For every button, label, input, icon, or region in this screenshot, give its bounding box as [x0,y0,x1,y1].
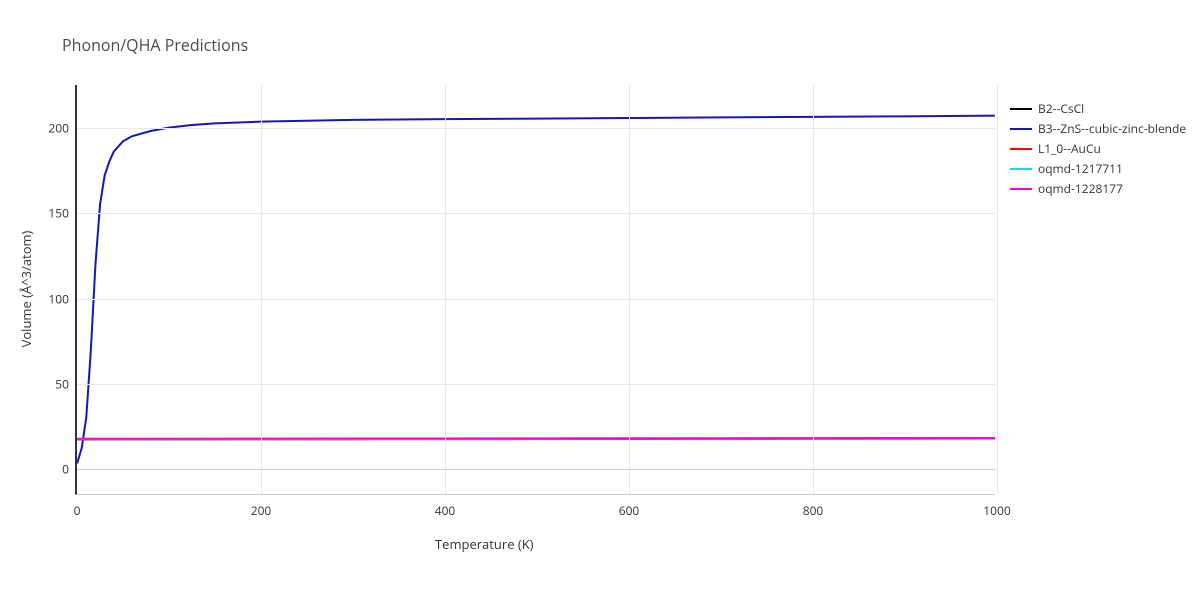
legend-swatch [1010,148,1032,150]
y-tick-label: 0 [62,461,77,478]
legend-item[interactable]: oqmd-1228177 [1010,180,1186,197]
y-tick-label: 100 [48,290,77,307]
zero-line [77,469,995,470]
grid-line-vertical [813,85,814,494]
x-tick-label: 800 [803,494,824,519]
chart-lines [77,85,995,494]
y-tick-label: 150 [48,205,77,222]
grid-line-horizontal [77,384,995,385]
legend-label: oqmd-1217711 [1038,160,1123,177]
legend-label: L1_0--AuCu [1038,140,1101,157]
y-tick-label: 200 [48,119,77,136]
legend-item[interactable]: oqmd-1217711 [1010,160,1186,177]
legend-swatch [1010,128,1032,130]
grid-line-vertical [261,85,262,494]
legend-label: oqmd-1228177 [1038,180,1123,197]
x-tick-label: 600 [619,494,640,519]
grid-line-horizontal [77,299,995,300]
legend-swatch [1010,168,1032,170]
x-tick-label: 400 [435,494,456,519]
x-tick-label: 1000 [983,494,1010,519]
x-tick-label: 200 [251,494,272,519]
legend-label: B3--ZnS--cubic-zinc-blende [1038,120,1186,137]
legend-swatch [1010,108,1032,110]
legend-swatch [1010,188,1032,190]
legend-label: B2--CsCl [1038,100,1084,117]
chart-title: Phonon/QHA Predictions [62,34,248,56]
grid-line-horizontal [77,128,995,129]
grid-line-vertical [445,85,446,494]
x-axis-label: Temperature (K) [435,535,534,553]
plot-area: 02004006008001000050100150200 [75,85,995,495]
grid-line-horizontal [77,213,995,214]
legend: B2--CsCl B3--ZnS--cubic-zinc-blende L1_0--… [1010,100,1186,200]
y-axis-label: Volume (Å^3/atom) [17,229,35,349]
legend-item[interactable]: B3--ZnS--cubic-zinc-blende [1010,120,1186,137]
series-line [77,438,995,439]
legend-item[interactable]: B2--CsCl [1010,100,1186,117]
x-tick-label: 0 [74,494,81,519]
y-tick-label: 50 [55,375,77,392]
legend-item[interactable]: L1_0--AuCu [1010,140,1186,157]
grid-line-vertical [997,85,998,494]
grid-line-vertical [629,85,630,494]
series-line [77,116,995,464]
